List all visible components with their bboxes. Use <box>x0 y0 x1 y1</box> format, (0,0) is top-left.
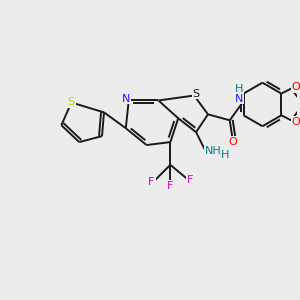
Text: F: F <box>187 175 193 185</box>
Text: H: H <box>220 150 229 160</box>
Text: O: O <box>292 82 300 92</box>
Text: O: O <box>292 117 300 127</box>
Text: NH: NH <box>205 146 221 156</box>
Text: N: N <box>235 94 243 103</box>
Text: N: N <box>122 94 130 103</box>
Text: H: H <box>235 84 243 94</box>
Text: F: F <box>167 181 173 191</box>
Text: O: O <box>228 137 237 147</box>
Text: F: F <box>148 177 155 187</box>
Text: S: S <box>193 88 200 99</box>
Text: S: S <box>68 98 75 107</box>
